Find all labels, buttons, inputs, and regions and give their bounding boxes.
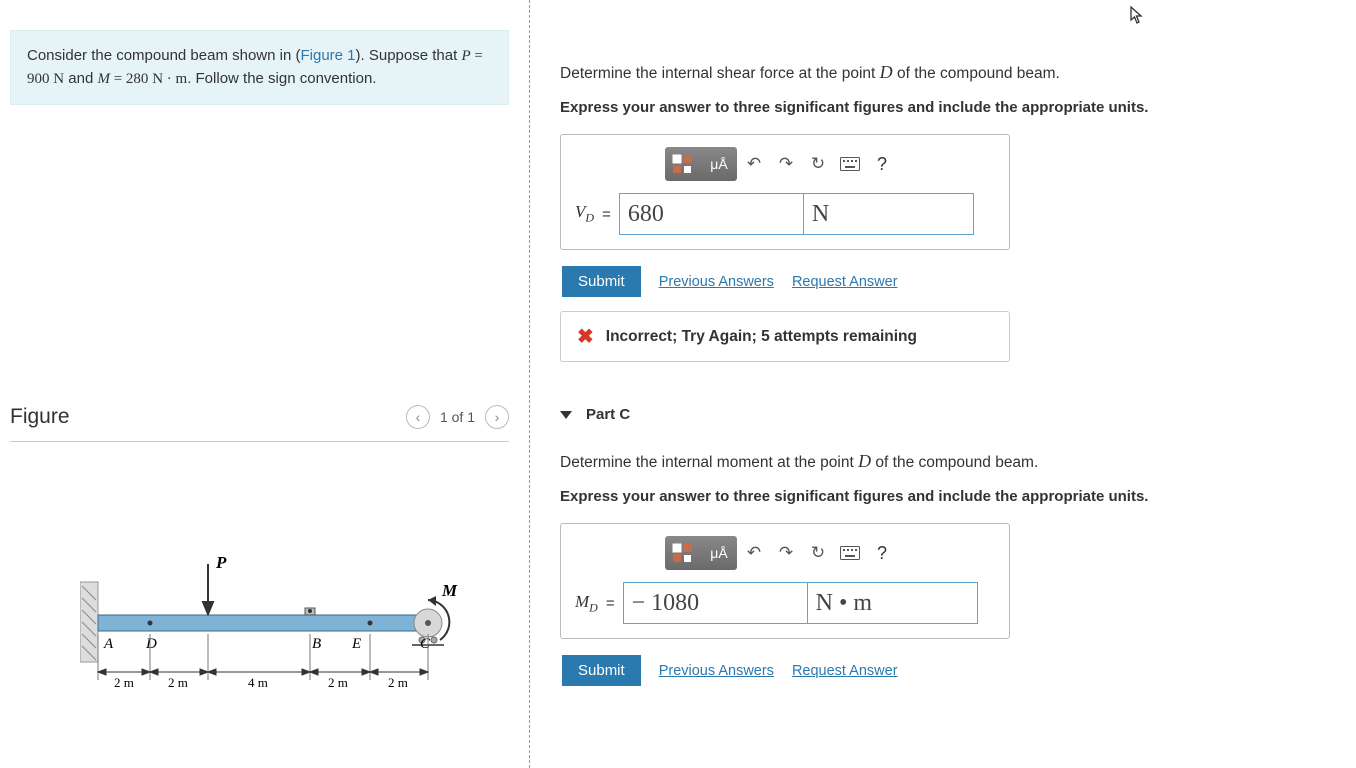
partc-title: Part C bbox=[586, 406, 630, 423]
figure-header: Figure ‹ 1 of 1 › bbox=[10, 405, 509, 442]
problem-statement: Consider the compound beam shown in (Fig… bbox=[10, 30, 509, 105]
equals-sign: = bbox=[606, 595, 615, 612]
partb-instruct: Express your answer to three significant… bbox=[560, 99, 1336, 116]
partb-actions: Submit Previous Answers Request Answer bbox=[562, 266, 1336, 297]
partc-var-label: MD bbox=[575, 592, 598, 615]
partc-answer-box: μÅ ↶ ↷ ↻ ? MD = bbox=[560, 523, 1010, 639]
p-unit: N bbox=[53, 71, 64, 87]
template-button[interactable] bbox=[665, 147, 701, 181]
partb-unit-input[interactable] bbox=[804, 193, 974, 235]
dim-4: 2 m bbox=[328, 675, 348, 690]
partb-request-answer-link[interactable]: Request Answer bbox=[792, 274, 898, 290]
dim-3: 4 m bbox=[248, 675, 268, 690]
undo-button[interactable]: ↶ bbox=[739, 536, 769, 570]
m-unit: N · m bbox=[152, 71, 187, 87]
cursor-icon bbox=[1130, 6, 1146, 29]
reset-button[interactable]: ↻ bbox=[803, 147, 833, 181]
collapse-icon bbox=[560, 411, 572, 419]
partc-actions: Submit Previous Answers Request Answer bbox=[562, 655, 1336, 686]
stmt-tail: . Follow the sign convention. bbox=[187, 70, 376, 87]
figure-nav: ‹ 1 of 1 › bbox=[406, 405, 509, 429]
reset-button[interactable]: ↻ bbox=[803, 536, 833, 570]
dim-5: 2 m bbox=[388, 675, 408, 690]
figure-diagram: P M A D B E C bbox=[10, 552, 509, 715]
dim-1: 2 m bbox=[114, 675, 134, 690]
next-figure-button[interactable]: › bbox=[485, 405, 509, 429]
stmt-suffix1: ). Suppose that bbox=[356, 47, 462, 64]
partb-prev-answers-link[interactable]: Previous Answers bbox=[659, 274, 774, 290]
units-button[interactable]: μÅ bbox=[701, 536, 737, 570]
partb-var-label: VD bbox=[575, 202, 594, 225]
partb-answer-box: μÅ ↶ ↷ ↻ ? VD = bbox=[560, 134, 1010, 250]
m-var: M bbox=[97, 71, 110, 87]
prev-figure-button[interactable]: ‹ bbox=[406, 405, 430, 429]
partb-question: Determine the internal shear force at th… bbox=[560, 60, 1336, 85]
partc-prev-answers-link[interactable]: Previous Answers bbox=[659, 663, 774, 679]
right-pane: Determine the internal shear force at th… bbox=[530, 0, 1356, 768]
redo-button[interactable]: ↷ bbox=[771, 536, 801, 570]
incorrect-icon: ✖ bbox=[577, 324, 594, 349]
figure-title: Figure bbox=[10, 405, 70, 429]
label-b: B bbox=[312, 636, 321, 652]
label-a: A bbox=[103, 636, 114, 652]
dim-2: 2 m bbox=[168, 675, 188, 690]
partb-feedback: ✖ Incorrect; Try Again; 5 attempts remai… bbox=[560, 311, 1010, 362]
units-button[interactable]: μÅ bbox=[701, 147, 737, 181]
help-button[interactable]: ? bbox=[867, 536, 897, 570]
label-c: C bbox=[420, 636, 431, 652]
m-eq: = 280 bbox=[110, 71, 152, 87]
equals-sign: = bbox=[602, 206, 611, 223]
label-d: D bbox=[145, 636, 157, 652]
redo-button[interactable]: ↷ bbox=[771, 147, 801, 181]
figure-link[interactable]: Figure 1 bbox=[301, 47, 356, 64]
partc-header[interactable]: Part C bbox=[560, 406, 1336, 423]
keyboard-button[interactable] bbox=[835, 536, 865, 570]
partb-value-input[interactable] bbox=[619, 193, 804, 235]
partc-submit-button[interactable]: Submit bbox=[562, 655, 641, 686]
help-button[interactable]: ? bbox=[867, 147, 897, 181]
partb-toolbar: μÅ ↶ ↷ ↻ ? bbox=[665, 147, 995, 181]
undo-button[interactable]: ↶ bbox=[739, 147, 769, 181]
partc-value-input[interactable] bbox=[623, 582, 808, 624]
feedback-text: Incorrect; Try Again; 5 attempts remaini… bbox=[606, 328, 917, 346]
partc-unit-input[interactable] bbox=[808, 582, 978, 624]
p-var: P bbox=[461, 48, 470, 64]
partc-toolbar: μÅ ↶ ↷ ↻ ? bbox=[665, 536, 995, 570]
label-e: E bbox=[351, 636, 361, 652]
stmt-prefix: Consider the compound beam shown in ( bbox=[27, 47, 301, 64]
partc-request-answer-link[interactable]: Request Answer bbox=[792, 663, 898, 679]
partb-submit-button[interactable]: Submit bbox=[562, 266, 641, 297]
label-p: P bbox=[215, 553, 227, 572]
figure-counter: 1 of 1 bbox=[440, 409, 475, 425]
stmt-and: and bbox=[64, 70, 97, 87]
keyboard-button[interactable] bbox=[835, 147, 865, 181]
template-button[interactable] bbox=[665, 536, 701, 570]
partc-question: Determine the internal moment at the poi… bbox=[560, 449, 1336, 474]
left-pane: Consider the compound beam shown in (Fig… bbox=[0, 0, 530, 768]
partc-instruct: Express your answer to three significant… bbox=[560, 488, 1336, 505]
label-m: M bbox=[441, 581, 458, 600]
